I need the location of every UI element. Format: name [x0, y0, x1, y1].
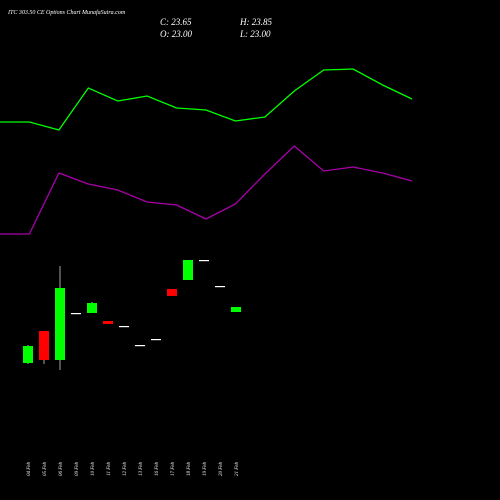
candle-body [23, 346, 33, 363]
candle-body [119, 326, 129, 328]
indicator-line [0, 145, 413, 235]
x-tick-label: 13 Feb [139, 462, 144, 477]
x-tick-label: 17 Feb [171, 462, 176, 477]
candle-body [87, 303, 97, 313]
high-label: H: 23.85 [239, 17, 272, 27]
x-tick-label: 16 Feb [155, 462, 160, 477]
low-label: L: 23.00 [239, 29, 271, 39]
x-tick-label: 19 Feb [203, 462, 208, 477]
candle-body [135, 345, 145, 347]
candle-body [55, 288, 65, 360]
open-label: O: 23.00 [160, 29, 192, 39]
x-tick-label: 18 Feb [187, 462, 192, 477]
x-tick-label: 20 Feb [219, 462, 224, 477]
x-tick-label: 05 Feb [43, 462, 48, 477]
x-tick-label: 04 Feb [27, 462, 32, 477]
candle-body [39, 331, 49, 360]
candle-body [103, 321, 113, 324]
x-tick-label: 06 Feb [59, 462, 64, 477]
x-tick-label: 09 Feb [75, 462, 80, 477]
candle-body [231, 307, 241, 312]
candle-body [183, 260, 193, 280]
indicator-line [0, 68, 413, 131]
candle-body [215, 286, 225, 288]
chart-title: ITC 303.50 CE Options Chart MunafaSutra.… [7, 9, 126, 16]
candle-body [71, 313, 81, 315]
x-tick-label: 10 Feb [91, 462, 96, 477]
candle-body [151, 339, 161, 341]
candle-body [167, 289, 177, 296]
candle-body [199, 260, 209, 262]
x-tick-label: 12 Feb [123, 462, 128, 477]
x-tick-label: 21 Feb [235, 462, 240, 477]
close-label: C: 23.65 [160, 17, 192, 27]
x-tick-label: 11 Feb [107, 462, 112, 476]
